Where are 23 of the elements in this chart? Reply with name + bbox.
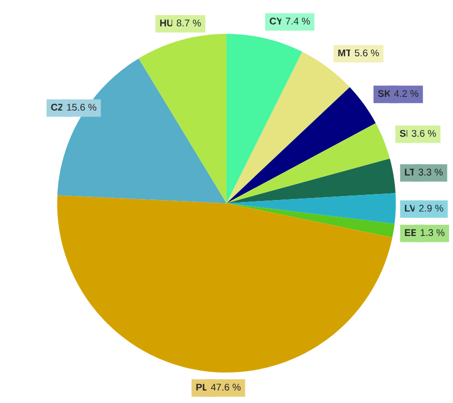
data-label: 4.2 % <box>394 90 418 97</box>
data-label: 15.6 % <box>67 104 96 111</box>
data-label: 8.7 % <box>176 20 201 26</box>
pie-slice <box>226 203 395 238</box>
data-label: 1.3 % <box>420 229 444 236</box>
data-label: 3.6 % <box>412 130 436 137</box>
slice-label: MT <box>338 50 352 56</box>
pie-slice <box>226 87 376 204</box>
slice-label: CY <box>270 18 283 25</box>
data-label: 3.3 % <box>418 168 443 176</box>
slice-label: LV <box>404 204 416 212</box>
data-label: 2.9 % <box>419 204 444 212</box>
slice-label: PL <box>196 384 208 391</box>
pie-slice <box>226 52 350 204</box>
slice-label: EE <box>404 229 417 236</box>
data-label: 7.4 % <box>286 18 310 24</box>
pie-slice <box>226 158 396 204</box>
pie-slice <box>57 195 392 373</box>
data-label: 47.6 % <box>210 384 241 391</box>
pie-slice <box>226 34 302 204</box>
pie-slice <box>226 193 396 224</box>
slice-label: SK <box>378 90 392 97</box>
data-label: 5.6 % <box>354 49 379 56</box>
